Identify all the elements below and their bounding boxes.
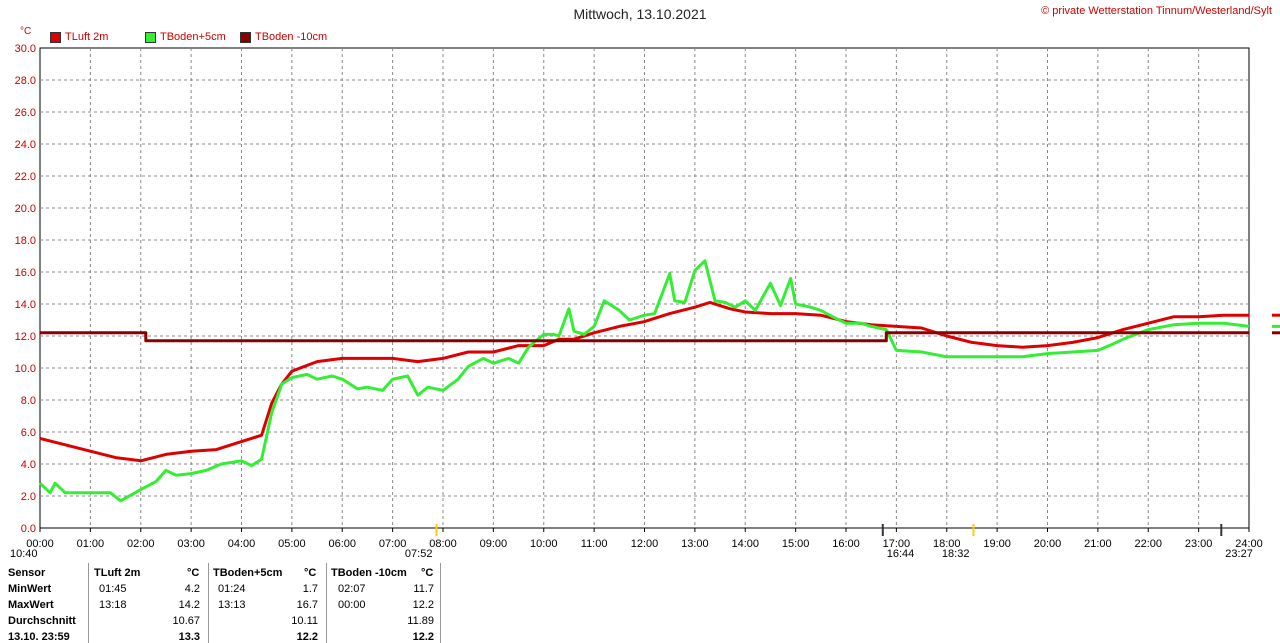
- y-tick-label: 26.0: [15, 107, 36, 119]
- stats-header-unit2: °C: [304, 567, 317, 579]
- x-tick-label: 04:00: [228, 538, 256, 550]
- y-tick-label: 28.0: [15, 75, 36, 87]
- x-tick-label: 18:00: [933, 538, 961, 550]
- stats-divider: [208, 563, 209, 643]
- x-tick-label: 06:00: [328, 538, 356, 550]
- copyright-text: © private Wetterstation Tinnum/Westerlan…: [1041, 5, 1272, 17]
- x-tick-label: 00:00: [26, 538, 54, 550]
- x-tick-label: 09:00: [480, 538, 508, 550]
- legend-swatch-tluft: [50, 31, 61, 43]
- x-tick-label: 16:00: [832, 538, 860, 550]
- series-line-1: [38, 259, 1250, 503]
- stats-value: 1.7: [302, 583, 318, 595]
- x-tick-label: 17:00: [883, 538, 911, 550]
- x-tick-label: 21:00: [1084, 538, 1112, 550]
- y-tick-label: 18.0: [15, 235, 36, 247]
- x-tick-label: 13:00: [681, 538, 709, 550]
- stats-time: 13:18: [99, 599, 127, 611]
- legend-swatch-tboden5: [145, 31, 156, 43]
- stats-header-tluft: TLuft 2m: [94, 567, 141, 579]
- y-tick-label: 16.0: [15, 267, 36, 279]
- x-tick-label: 12:00: [631, 538, 659, 550]
- annotation-label: 18:32: [942, 548, 970, 560]
- stats-row-label: MinWert: [8, 583, 52, 595]
- y-tick-label: 22.0: [15, 171, 36, 183]
- legend-swatch-tboden10: [240, 31, 251, 43]
- x-tick-label: 23:00: [1185, 538, 1213, 550]
- legend-label-tluft: TLuft 2m: [65, 31, 109, 43]
- y-tick-label: 8.0: [21, 395, 36, 407]
- y-tick-label: 20.0: [15, 203, 36, 215]
- y-axis-unit: °C: [20, 26, 32, 37]
- x-tick-label: 22:00: [1134, 538, 1162, 550]
- y-tick-label: 24.0: [15, 139, 36, 151]
- x-tick-label: 07:00: [379, 538, 407, 550]
- x-tick-label: 05:00: [278, 538, 306, 550]
- stats-time: 01:24: [218, 583, 246, 595]
- stats-row-label: Durchschnitt: [8, 615, 76, 627]
- x-tick-label: 08:00: [429, 538, 457, 550]
- y-tick-label: 12.0: [15, 331, 36, 343]
- stats-value: 14.2: [178, 599, 200, 611]
- stats-value: 11.89: [407, 615, 434, 627]
- stats-value: 4.2: [184, 583, 200, 595]
- x-tick-label: 02:00: [127, 538, 155, 550]
- x-tick-label: 03:00: [177, 538, 205, 550]
- stats-value: 10.11: [291, 615, 318, 627]
- stats-value: 12.2: [412, 599, 434, 611]
- x-tick-label: 15:00: [782, 538, 810, 550]
- stats-value: 13.3: [178, 631, 200, 643]
- legend-item-tboden10: TBoden -10cm: [240, 31, 327, 43]
- stats-time: 01:45: [99, 583, 127, 595]
- legend-label-tboden10: TBoden -10cm: [255, 31, 328, 43]
- stats-time: 02:07: [338, 583, 366, 595]
- stats-header-sensor: Sensor: [8, 567, 46, 579]
- x-tick-label: 24:00: [1235, 538, 1263, 550]
- stats-value: 10.67: [172, 615, 200, 627]
- stats-value: 16.7: [296, 599, 318, 611]
- annotation-label: 23:27: [1225, 548, 1253, 560]
- stats-value: 12.2: [296, 631, 318, 643]
- annotation-label: 07:52: [405, 548, 433, 560]
- legend-item-tluft: TLuft 2m: [50, 31, 108, 43]
- temperature-chart: 0.0 2.0 4.0 6.0 8.0 10.0 12.0 14.0 16.0 18.0 20.0 2…: [10, 43, 1280, 560]
- y-tick-label: 30.0: [15, 43, 36, 55]
- y-tick-label: 2.0: [21, 491, 36, 503]
- y-tick-label: 0.0: [21, 523, 36, 535]
- annotation-label: 16:44: [887, 548, 915, 560]
- x-tick-label: 11:00: [581, 538, 608, 550]
- stats-value: 12.2: [412, 631, 434, 643]
- stats-row-label: 13.10. 23:59: [8, 631, 70, 643]
- x-tick-label: 10:00: [530, 538, 558, 550]
- y-tick-label: 10.0: [15, 363, 36, 375]
- legend-label-tboden5: TBoden+5cm: [160, 31, 226, 43]
- annotation-label: 10:40: [10, 548, 38, 560]
- stats-time: 13:13: [218, 599, 246, 611]
- stats-header-tboden10: TBoden -10cm: [331, 567, 407, 579]
- stats-divider: [440, 563, 441, 643]
- stats-time: 00:00: [338, 599, 366, 611]
- stats-header-tboden5: TBoden+5cm: [213, 567, 283, 579]
- x-tick-label: 14:00: [731, 538, 759, 550]
- x-tick-label: 01:00: [77, 538, 105, 550]
- legend-item-tboden5: TBoden+5cm: [145, 31, 226, 43]
- y-tick-label: 4.0: [21, 459, 36, 471]
- series-line-0: [39, 300, 1249, 463]
- chart-title: Mittwoch, 13.10.2021: [573, 6, 707, 22]
- stats-row-label: MaxWert: [8, 599, 54, 611]
- x-tick-label: 19:00: [983, 538, 1011, 550]
- y-tick-label: 14.0: [15, 299, 36, 311]
- stats-value: 11.7: [413, 583, 434, 595]
- series-line-2: [40, 331, 1249, 343]
- stats-header-unit1: °C: [187, 567, 200, 579]
- x-tick-label: 20:00: [1034, 538, 1062, 550]
- stats-divider: [88, 563, 89, 643]
- stats-divider: [326, 563, 327, 643]
- y-tick-label: 6.0: [21, 427, 36, 439]
- stats-header-unit3: °C: [421, 567, 434, 579]
